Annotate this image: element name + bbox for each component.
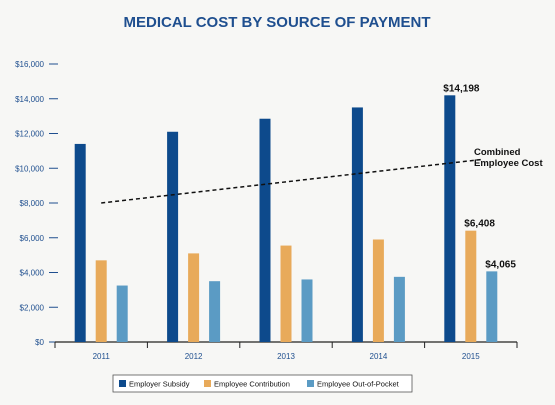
x-tick-label: 2015 — [462, 352, 480, 361]
legend-swatch — [307, 380, 314, 387]
legend-swatch — [119, 380, 126, 387]
trend-line — [101, 158, 481, 204]
y-tick-label: $2,000 — [20, 303, 45, 312]
chart-title: MEDICAL COST BY SOURCE OF PAYMENT — [124, 14, 431, 31]
bar — [280, 245, 292, 342]
legend-label: Employee Out-of-Pocket — [317, 380, 400, 389]
y-tick-label: $8,000 — [20, 199, 45, 208]
bar — [351, 107, 363, 342]
legend: Employer Subsidy Employee Contribution Emp… — [112, 374, 413, 393]
y-tick-label: $10,000 — [15, 164, 44, 173]
bar — [372, 239, 384, 342]
x-tick-label: 2013 — [277, 352, 295, 361]
data-label: $4,065 — [485, 259, 516, 270]
legend-label: Employee Contribution — [214, 380, 290, 389]
bar — [393, 276, 405, 342]
bars — [74, 95, 498, 342]
legend-box — [112, 374, 413, 393]
y-tick-label: $12,000 — [15, 130, 44, 139]
bar — [116, 285, 128, 342]
bar — [167, 131, 179, 342]
trend-annotation: Combined — [474, 147, 521, 158]
y-tick-label: $0 — [35, 338, 44, 347]
y-tick-label: $16,000 — [15, 60, 44, 69]
bar — [444, 95, 456, 342]
bar — [259, 118, 271, 342]
bar — [209, 281, 221, 342]
bar — [188, 253, 200, 342]
y-tick-label: $4,000 — [20, 269, 45, 278]
bar — [301, 279, 313, 342]
y-tick-label: $14,000 — [15, 95, 44, 104]
data-label: $6,408 — [464, 219, 495, 230]
y-tick-label: $6,000 — [20, 234, 45, 243]
x-tick-label: 2011 — [93, 352, 111, 361]
bar — [465, 230, 477, 342]
x-tick-label: 2014 — [370, 352, 388, 361]
legend-label: Employer Subsidy — [129, 380, 190, 389]
legend-swatch — [204, 380, 211, 387]
x-tick-label: 2012 — [185, 352, 203, 361]
data-label: $14,198 — [443, 83, 480, 94]
trend-annotation: Employee Cost — [474, 158, 543, 169]
bar — [95, 260, 107, 342]
bar — [486, 271, 498, 342]
bar — [74, 143, 86, 342]
